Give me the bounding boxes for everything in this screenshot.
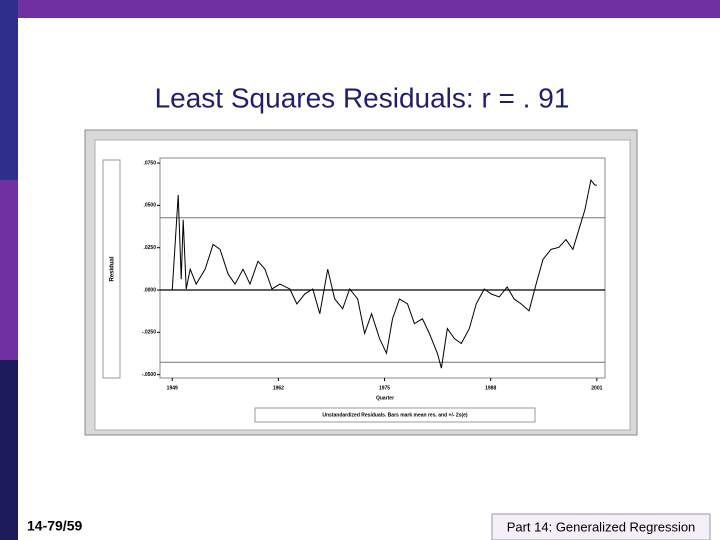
x-tick-label: 1975 (379, 385, 390, 391)
slide-title: Least Squares Residuals: r = . 91 (155, 82, 570, 113)
y-tick-label: .0000 (143, 287, 156, 293)
x-tick-label: 1988 (485, 385, 496, 391)
y-tick-label: .0500 (143, 203, 156, 209)
y-tick-label: .0750 (143, 160, 156, 166)
footer: Part 14: Generalized Regression (507, 519, 696, 534)
y-tick-label: -.0250 (142, 330, 156, 336)
side-bar (0, 180, 18, 360)
caption-box (254, 407, 536, 423)
x-axis-label: Quarter (376, 395, 394, 401)
residual-line (171, 179, 597, 369)
y-tick-label: .0250 (143, 245, 156, 251)
x-tick-label: 1962 (273, 385, 284, 391)
page-number: 14-79/59 (27, 518, 82, 534)
y-tick-label: -.0500 (142, 372, 156, 378)
side-bar (0, 360, 18, 540)
caption: Unstandardized Residuals. Bars mark mean… (322, 412, 468, 418)
x-tick-label: 2001 (591, 385, 602, 391)
y-axis-label: Residual (110, 256, 116, 281)
side-bar (0, 0, 18, 180)
plot-area (159, 157, 606, 379)
y-label-box (102, 159, 121, 379)
x-tick-label: 1949 (167, 385, 178, 391)
footer-box (491, 513, 711, 540)
top-bar (0, 0, 720, 18)
